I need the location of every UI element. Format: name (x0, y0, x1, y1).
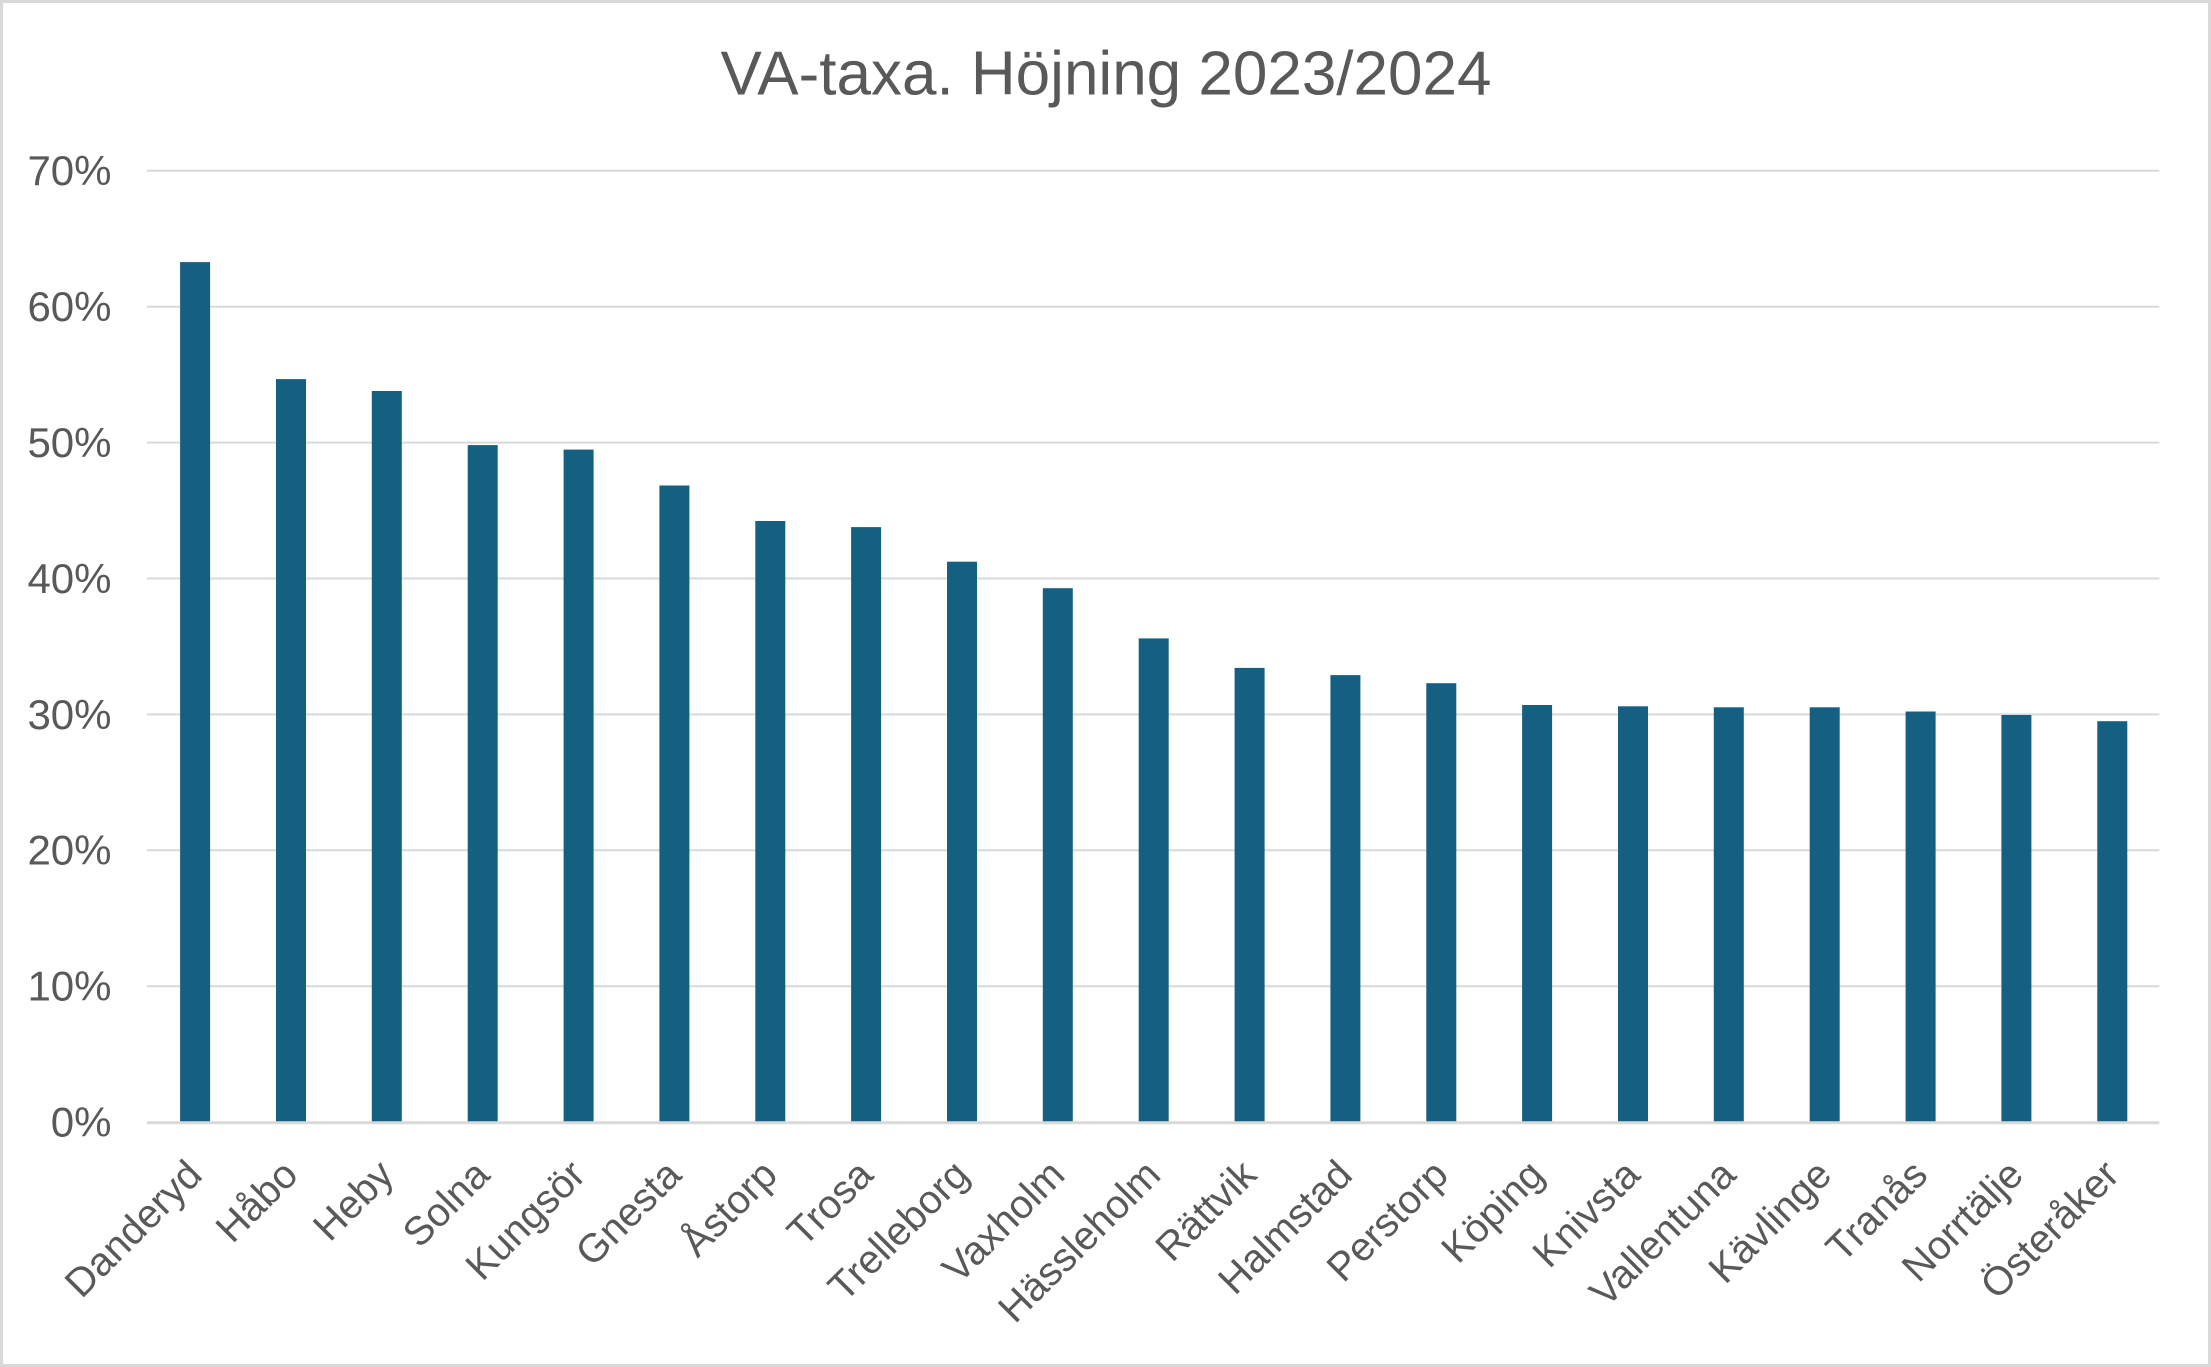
svg-text:20%: 20% (27, 827, 111, 874)
svg-text:0%: 0% (51, 1099, 112, 1146)
svg-text:60%: 60% (27, 283, 111, 330)
svg-text:30%: 30% (27, 691, 111, 738)
svg-text:10%: 10% (27, 963, 111, 1010)
svg-text:VA-taxa. Höjning 2023/2024: VA-taxa. Höjning 2023/2024 (721, 40, 1492, 109)
svg-text:70%: 70% (27, 147, 111, 194)
svg-text:40%: 40% (27, 555, 111, 602)
svg-text:50%: 50% (27, 419, 111, 466)
